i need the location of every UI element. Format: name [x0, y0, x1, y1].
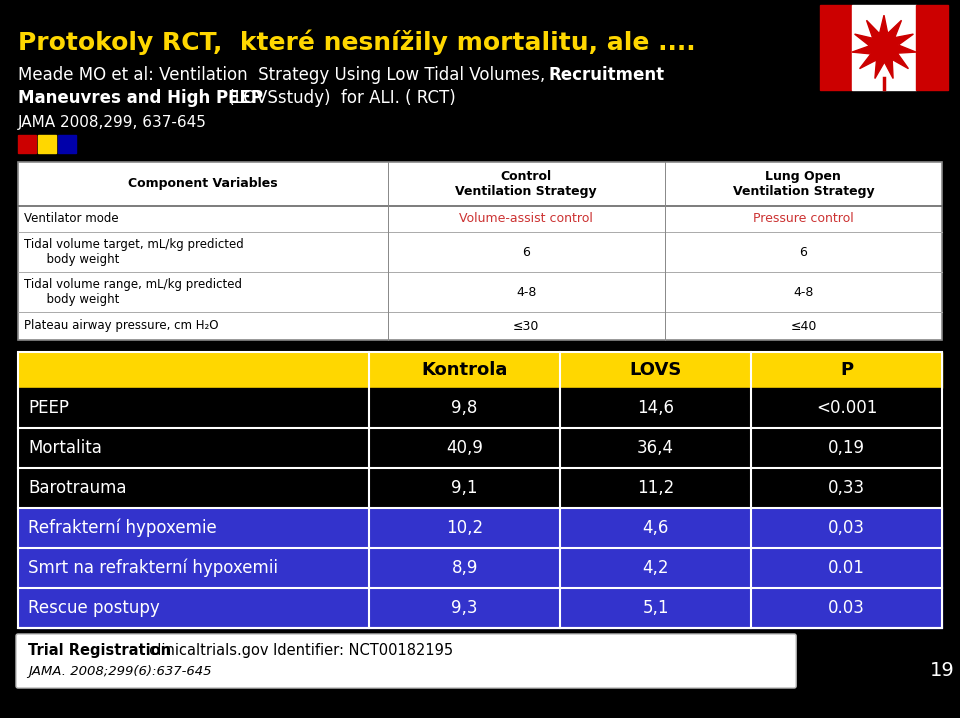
Text: 0.03: 0.03 — [828, 599, 865, 617]
Text: 6: 6 — [522, 246, 530, 258]
Text: 14,6: 14,6 — [637, 399, 674, 417]
Bar — [18, 352, 942, 388]
Text: 8,9: 8,9 — [451, 559, 478, 577]
FancyBboxPatch shape — [16, 634, 796, 688]
Bar — [38, 135, 56, 153]
Text: Tidal volume range, mL/kg predicted
      body weight: Tidal volume range, mL/kg predicted body… — [24, 278, 242, 306]
Bar — [18, 388, 942, 428]
Text: clinicaltrials.gov Identifier: NCT00182195: clinicaltrials.gov Identifier: NCT001821… — [140, 643, 453, 658]
Text: Smrt na refrakterní hypoxemii: Smrt na refrakterní hypoxemii — [28, 559, 278, 577]
Text: Barotrauma: Barotrauma — [28, 479, 127, 497]
Text: Maneuvres and High PEEP: Maneuvres and High PEEP — [18, 89, 263, 107]
Text: 4,2: 4,2 — [642, 559, 669, 577]
Text: (LOVSstudy)  for ALI. ( RCT): (LOVSstudy) for ALI. ( RCT) — [223, 89, 456, 107]
Text: Pressure control: Pressure control — [753, 213, 853, 225]
Text: 10,2: 10,2 — [446, 519, 483, 537]
Text: <0.001: <0.001 — [816, 399, 877, 417]
Text: 9,8: 9,8 — [451, 399, 478, 417]
Text: 6: 6 — [800, 246, 807, 258]
Text: 0,33: 0,33 — [828, 479, 865, 497]
Text: 4,6: 4,6 — [642, 519, 669, 537]
Bar — [18, 508, 942, 548]
Text: Refrakterní hypoxemie: Refrakterní hypoxemie — [28, 518, 217, 537]
Polygon shape — [852, 15, 916, 78]
Text: ≤40: ≤40 — [790, 320, 817, 332]
Text: 9,1: 9,1 — [451, 479, 478, 497]
Text: Ventilator mode: Ventilator mode — [24, 213, 119, 225]
Bar — [916, 5, 948, 90]
Bar — [18, 468, 942, 508]
Text: Meade MO et al: Ventilation  Strategy Using Low Tidal Volumes,: Meade MO et al: Ventilation Strategy Usi… — [18, 66, 550, 84]
Bar — [18, 588, 942, 628]
Text: Protokoly RCT,  které nesnížily mortalitu, ale ....: Protokoly RCT, které nesnížily mortalitu… — [18, 29, 696, 55]
Text: LOVS: LOVS — [630, 361, 682, 379]
Bar — [18, 352, 942, 628]
Bar — [852, 5, 916, 90]
Text: Volume-assist control: Volume-assist control — [459, 213, 593, 225]
Text: 11,2: 11,2 — [637, 479, 674, 497]
Text: 5,1: 5,1 — [642, 599, 669, 617]
Text: ≤30: ≤30 — [513, 320, 540, 332]
Text: 4-8: 4-8 — [516, 286, 537, 299]
Text: 36,4: 36,4 — [637, 439, 674, 457]
Bar — [58, 135, 76, 153]
Text: Mortalita: Mortalita — [28, 439, 102, 457]
Bar — [820, 5, 852, 90]
Text: Rescue postupy: Rescue postupy — [28, 599, 159, 617]
Bar — [18, 162, 942, 340]
Text: Component Variables: Component Variables — [128, 177, 277, 190]
Text: JAMA 2008,299, 637-645: JAMA 2008,299, 637-645 — [18, 114, 206, 129]
Text: 0.01: 0.01 — [828, 559, 865, 577]
Text: Tidal volume target, mL/kg predicted
      body weight: Tidal volume target, mL/kg predicted bod… — [24, 238, 244, 266]
Text: 0,03: 0,03 — [828, 519, 865, 537]
Text: Trial Registration: Trial Registration — [28, 643, 171, 658]
Text: 19: 19 — [929, 661, 954, 681]
Text: Kontrola: Kontrola — [421, 361, 508, 379]
Text: 0,19: 0,19 — [828, 439, 865, 457]
Text: JAMA. 2008;299(6):637-645: JAMA. 2008;299(6):637-645 — [28, 666, 211, 679]
Text: 40,9: 40,9 — [446, 439, 483, 457]
Bar — [18, 135, 36, 153]
Text: Plateau airway pressure, cm H₂O: Plateau airway pressure, cm H₂O — [24, 320, 219, 332]
Text: 4-8: 4-8 — [793, 286, 813, 299]
Text: PEEP: PEEP — [28, 399, 69, 417]
Bar — [18, 428, 942, 468]
Text: Control
Ventilation Strategy: Control Ventilation Strategy — [455, 170, 597, 198]
Text: P: P — [840, 361, 853, 379]
Text: Recruitment: Recruitment — [548, 66, 664, 84]
Text: Lung Open
Ventilation Strategy: Lung Open Ventilation Strategy — [732, 170, 875, 198]
Text: 9,3: 9,3 — [451, 599, 478, 617]
Bar — [18, 548, 942, 588]
